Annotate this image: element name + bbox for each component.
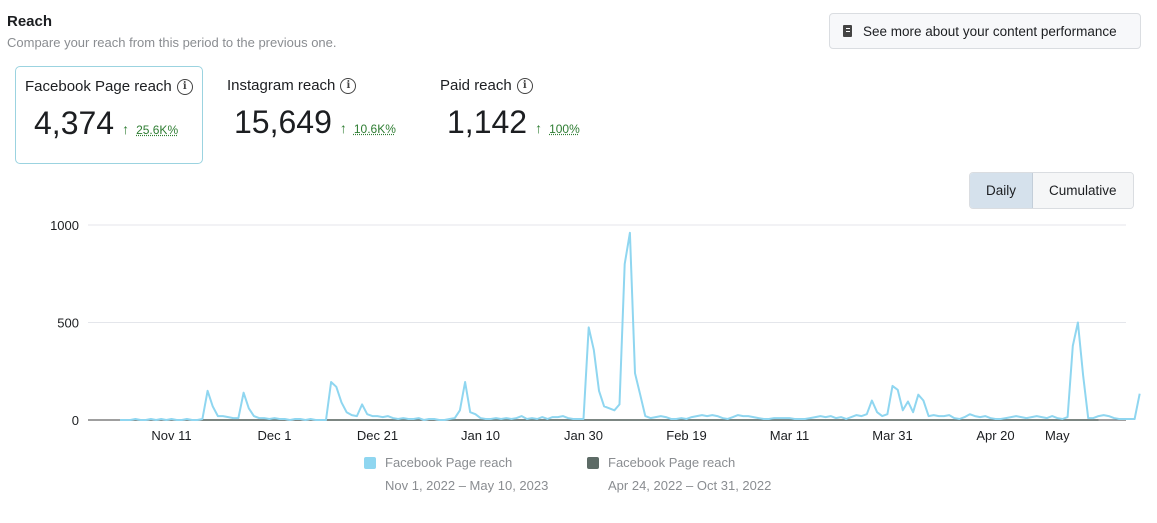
metric-value: 15,649 — [234, 104, 332, 140]
series-line-current — [120, 231, 1141, 421]
x-tick-label: Feb 19 — [666, 428, 706, 443]
toggle-cumulative[interactable]: Cumulative — [1033, 173, 1133, 208]
section-title: Reach — [7, 13, 53, 30]
legend-swatch — [364, 456, 376, 469]
arrow-up-icon: ↑ — [122, 121, 130, 137]
metric-value: 1,142 — [447, 104, 528, 140]
metric-card-instagram[interactable]: Instagram reach i 15,649 ↑ 10.6K% — [218, 66, 418, 164]
x-tick-label: May — [1045, 428, 1070, 443]
section-subtitle: Compare your reach from this period to t… — [7, 35, 337, 50]
y-tick-label: 0 — [72, 413, 79, 428]
metric-card-facebook[interactable]: Facebook Page reach i 4,374 ↑ 25.6K% — [15, 66, 203, 164]
x-tick-label: Dec 21 — [357, 428, 398, 443]
legend-item-current[interactable]: Facebook Page reach Nov 1, 2022 – May 10… — [364, 455, 548, 493]
arrow-up-icon: ↑ — [339, 120, 347, 136]
metric-card-paid[interactable]: Paid reach i 1,142 ↑ 100% — [431, 66, 601, 164]
x-tick-label: Nov 11 — [151, 428, 191, 443]
metric-label: Instagram reach — [227, 77, 336, 94]
info-icon[interactable]: i — [340, 77, 357, 94]
metric-label: Facebook Page reach — [25, 78, 172, 95]
book-icon — [843, 25, 852, 37]
x-tick-label: Mar 31 — [872, 428, 912, 443]
metric-change[interactable]: 25.6K% — [136, 123, 179, 137]
metric-value: 4,374 — [34, 105, 115, 141]
metric-change[interactable]: 10.6K% — [353, 122, 396, 136]
x-tick-label: Jan 10 — [461, 428, 500, 443]
y-tick-label: 500 — [57, 316, 79, 331]
metric-change[interactable]: 100% — [549, 122, 580, 136]
x-tick-label: Dec 1 — [258, 428, 292, 443]
arrow-up-icon: ↑ — [535, 120, 543, 136]
y-tick-label: 1000 — [50, 218, 79, 233]
content-performance-button[interactable]: See more about your content performance — [829, 13, 1141, 49]
legend-swatch — [587, 456, 599, 469]
x-tick-label: Apr 20 — [976, 428, 1014, 443]
view-toggle: Daily Cumulative — [969, 172, 1134, 209]
legend-label: Facebook Page reach — [608, 455, 736, 470]
content-performance-label: See more about your content performance — [863, 23, 1117, 39]
info-icon[interactable]: i — [516, 77, 533, 94]
legend-range: Apr 24, 2022 – Oct 31, 2022 — [608, 478, 772, 493]
x-tick-label: Mar 11 — [770, 428, 810, 443]
legend-range: Nov 1, 2022 – May 10, 2023 — [385, 478, 549, 493]
legend-item-previous[interactable]: Facebook Page reach Apr 24, 2022 – Oct 3… — [587, 455, 771, 493]
toggle-daily[interactable]: Daily — [970, 173, 1034, 208]
reach-line-chart: 0 500 1000 Nov 11 Dec 1 Dec 21 Jan 10 Jan 30 Feb… — [50, 218, 1141, 443]
legend-label: Facebook Page reach — [385, 455, 513, 470]
x-tick-label: Jan 30 — [564, 428, 603, 443]
metric-label: Paid reach — [440, 77, 512, 94]
info-icon[interactable]: i — [176, 78, 193, 95]
